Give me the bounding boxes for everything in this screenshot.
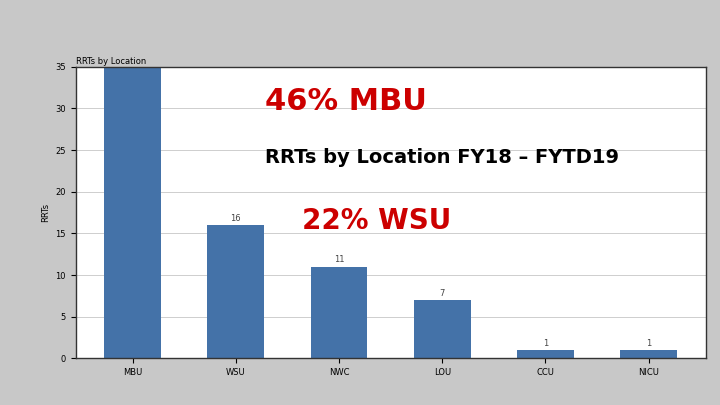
Bar	[310, 267, 367, 358]
Bar	[207, 225, 264, 358]
Text: 16: 16	[230, 213, 241, 223]
Text: 22% WSU: 22% WSU	[302, 207, 451, 235]
Text: 11: 11	[334, 255, 344, 264]
Bar	[620, 350, 677, 358]
Bar	[517, 350, 574, 358]
Bar	[414, 300, 471, 358]
Text: RRTs by Location: RRTs by Location	[76, 57, 146, 66]
Text: 1: 1	[646, 339, 651, 347]
Text: 46% MBU: 46% MBU	[265, 87, 426, 116]
Y-axis label: RRTs: RRTs	[41, 203, 50, 222]
Text: 7: 7	[439, 289, 445, 298]
Text: 1: 1	[543, 339, 548, 347]
Text: RRTs by Location FY18 – FYTD19: RRTs by Location FY18 – FYTD19	[265, 149, 618, 168]
Bar	[104, 0, 161, 358]
